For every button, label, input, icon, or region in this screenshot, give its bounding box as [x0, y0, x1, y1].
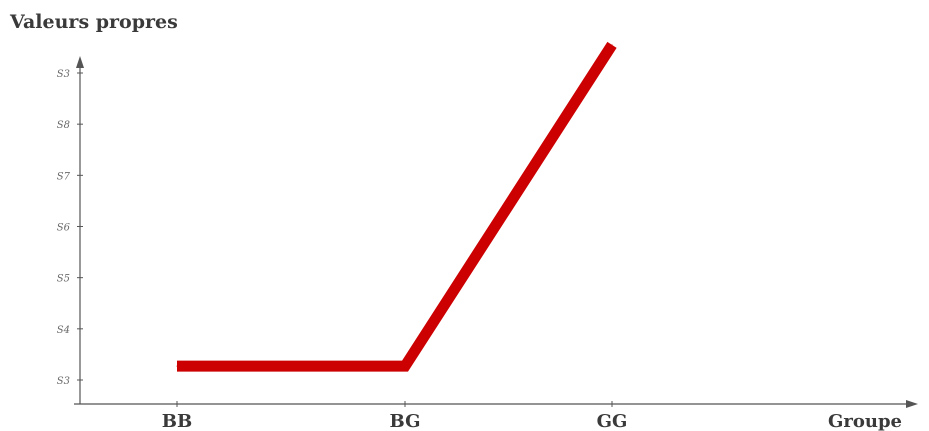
y-tick-label: S6 — [57, 223, 71, 234]
y-tick-label: S3 — [57, 69, 70, 80]
y-tick-label: S7 — [57, 171, 71, 182]
x-axis: BB BG GG Groupe — [74, 400, 918, 431]
x-tick-label: BG — [390, 411, 421, 431]
y-axis-arrow-icon — [76, 56, 84, 68]
x-tick-label: BB — [162, 411, 192, 431]
y-ticks: S3 S4 S5 S6 S7 S8 S3 — [57, 69, 83, 387]
y-tick-label: S5 — [57, 274, 70, 285]
x-axis-label: Groupe — [828, 411, 902, 431]
chart-title: Valeurs propres — [9, 11, 178, 33]
y-tick-label: S3 — [57, 376, 70, 387]
y-axis: S3 S4 S5 S6 S7 S8 S3 — [57, 56, 84, 404]
data-point — [404, 365, 406, 367]
series-line — [177, 41, 617, 372]
y-tick-label: S4 — [57, 325, 70, 336]
data-point — [176, 365, 178, 367]
data-point — [611, 44, 613, 46]
x-tick-label: GG — [597, 411, 628, 431]
x-ticks: BB BG GG — [162, 401, 628, 431]
series-group — [176, 41, 617, 372]
y-tick-label: S8 — [57, 120, 70, 131]
x-axis-arrow-icon — [906, 400, 918, 408]
